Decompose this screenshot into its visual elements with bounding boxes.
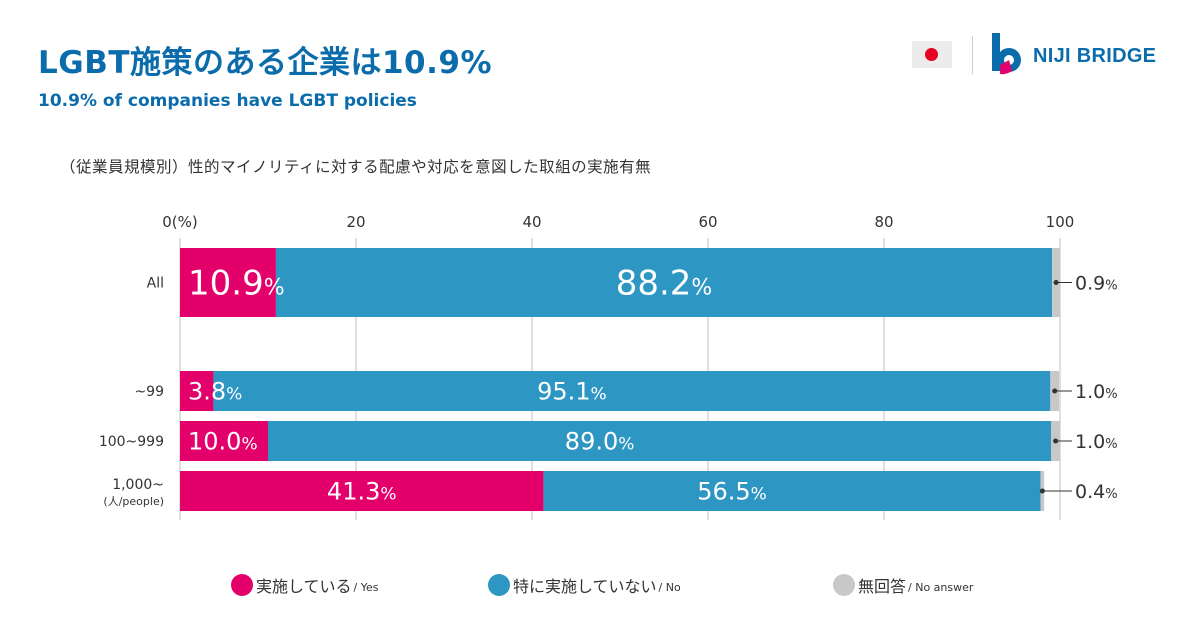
brand-name[interactable]: NIJI BRIDGE (1033, 45, 1157, 67)
category-label: 1,000~ (112, 477, 164, 493)
page-subtitle: 10.9% of companies have LGBT policies (38, 91, 417, 111)
x-tick-label: 40 (522, 213, 541, 231)
category-sublabel: (人/people) (103, 495, 164, 508)
legend-item-no: 特に実施していない / No (488, 573, 681, 597)
data-label-no-answer: 0.4% (1075, 481, 1118, 503)
legend-item-yes: 実施している / Yes (231, 573, 379, 597)
x-tick-label: 20 (346, 213, 365, 231)
x-tick-label: 100 (1046, 213, 1075, 231)
page-title: LGBT施策のある企業は10.9% (38, 45, 493, 81)
legend-label-no: 特に実施していない (513, 577, 657, 596)
legend-label-yes-en: / Yes (353, 581, 379, 594)
data-label-no: 95.1% (537, 378, 607, 406)
legend-label-yes: 実施している (256, 577, 352, 596)
bar-segment-no (275, 248, 1053, 317)
data-label-no: 89.0% (565, 428, 635, 456)
category-label: All (147, 276, 164, 292)
data-label-yes: 10.0% (188, 428, 258, 456)
data-label-no-answer: 1.0% (1075, 381, 1118, 403)
x-tick-label: 60 (698, 213, 717, 231)
data-label-no-answer: 1.0% (1075, 431, 1118, 453)
data-label-yes: 10.9% (188, 264, 285, 304)
legend-label-no-en: / No (658, 581, 681, 594)
bar-segment-yes (180, 471, 544, 511)
flag-sun (925, 48, 938, 61)
legend-label-no-answer-en: / No answer (908, 581, 974, 594)
legend-label-no-answer: 無回答 (858, 577, 907, 596)
bar-segment-yes (180, 371, 214, 411)
data-label-no: 56.5% (697, 478, 767, 506)
bar-segment-no (268, 421, 1052, 461)
data-label-no: 88.2% (616, 264, 713, 304)
header-divider (972, 36, 973, 74)
data-label-yes: 3.8% (188, 378, 242, 406)
legend-swatch-no (488, 574, 510, 596)
x-tick-label: 0(%) (162, 213, 198, 231)
data-label-no-answer: 0.9% (1075, 273, 1118, 295)
x-tick-label: 80 (874, 213, 893, 231)
japan-flag-icon[interactable] (912, 41, 952, 68)
legend-swatch-no-answer (833, 574, 855, 596)
data-label-yes: 41.3% (327, 478, 397, 506)
legend-swatch-yes (231, 574, 253, 596)
legend-item-no-answer: 無回答 / No answer (833, 573, 973, 597)
niji-bridge-logo-icon[interactable] (990, 33, 1024, 75)
bar-segment-no (213, 371, 1051, 411)
category-label: 100~999 (99, 434, 164, 450)
chart-title: （従業員規模別）性的マイノリティに対する配慮や対応を意図した取組の実施有無 (60, 158, 652, 176)
bar-segment-no (543, 471, 1041, 511)
bar-segment-yes (180, 248, 276, 317)
category-label: ~99 (134, 384, 164, 400)
bar-segment-yes (180, 421, 268, 461)
